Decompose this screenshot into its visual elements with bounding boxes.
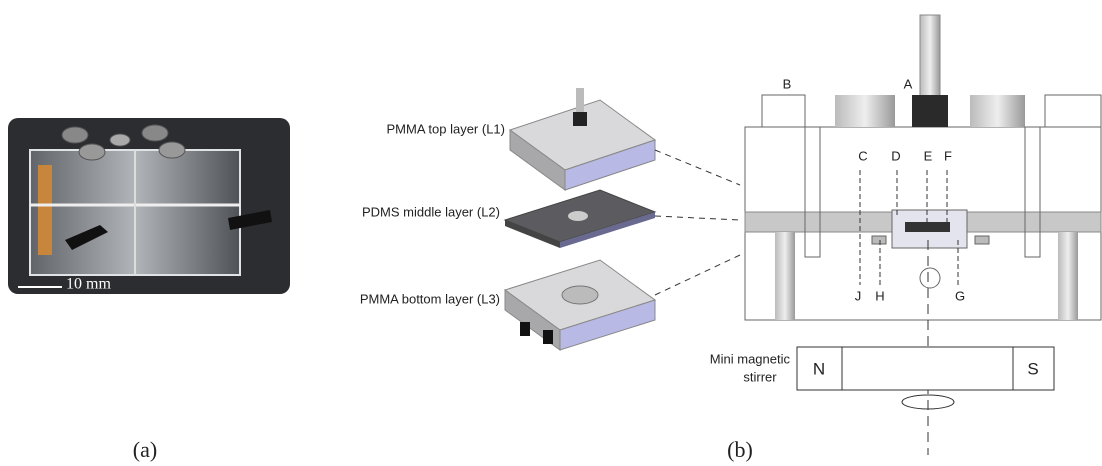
pole-label: S bbox=[1027, 359, 1038, 378]
cross-section bbox=[745, 15, 1101, 455]
part-label: E bbox=[924, 148, 933, 163]
layer-label: PDMS middle layer (L2) bbox=[362, 204, 500, 219]
part-label: C bbox=[858, 148, 867, 163]
part-label: A bbox=[904, 76, 913, 91]
panel-caption: (b) bbox=[727, 437, 753, 462]
panel-caption: (a) bbox=[133, 437, 157, 462]
part-label: F bbox=[944, 148, 952, 163]
layer-label: PMMA top layer (L1) bbox=[387, 121, 506, 136]
part-label: G bbox=[955, 288, 965, 303]
part-label: B bbox=[783, 76, 792, 91]
figure: 10 mm (a) PMMA top layer (L1) PDMS middl… bbox=[0, 0, 1102, 466]
part-label: H bbox=[875, 288, 884, 303]
stirrer-label: stirrer bbox=[743, 369, 777, 384]
part-label: J bbox=[855, 288, 862, 303]
stirrer-label: Mini magnetic bbox=[710, 351, 791, 366]
pole-label: N bbox=[813, 359, 825, 378]
exploded-view bbox=[505, 88, 740, 350]
scale-bar-label: 10 mm bbox=[66, 276, 111, 293]
layer-label: PMMA bottom layer (L3) bbox=[360, 291, 500, 306]
part-label: D bbox=[891, 148, 900, 163]
photo: 10 mm bbox=[8, 118, 290, 294]
